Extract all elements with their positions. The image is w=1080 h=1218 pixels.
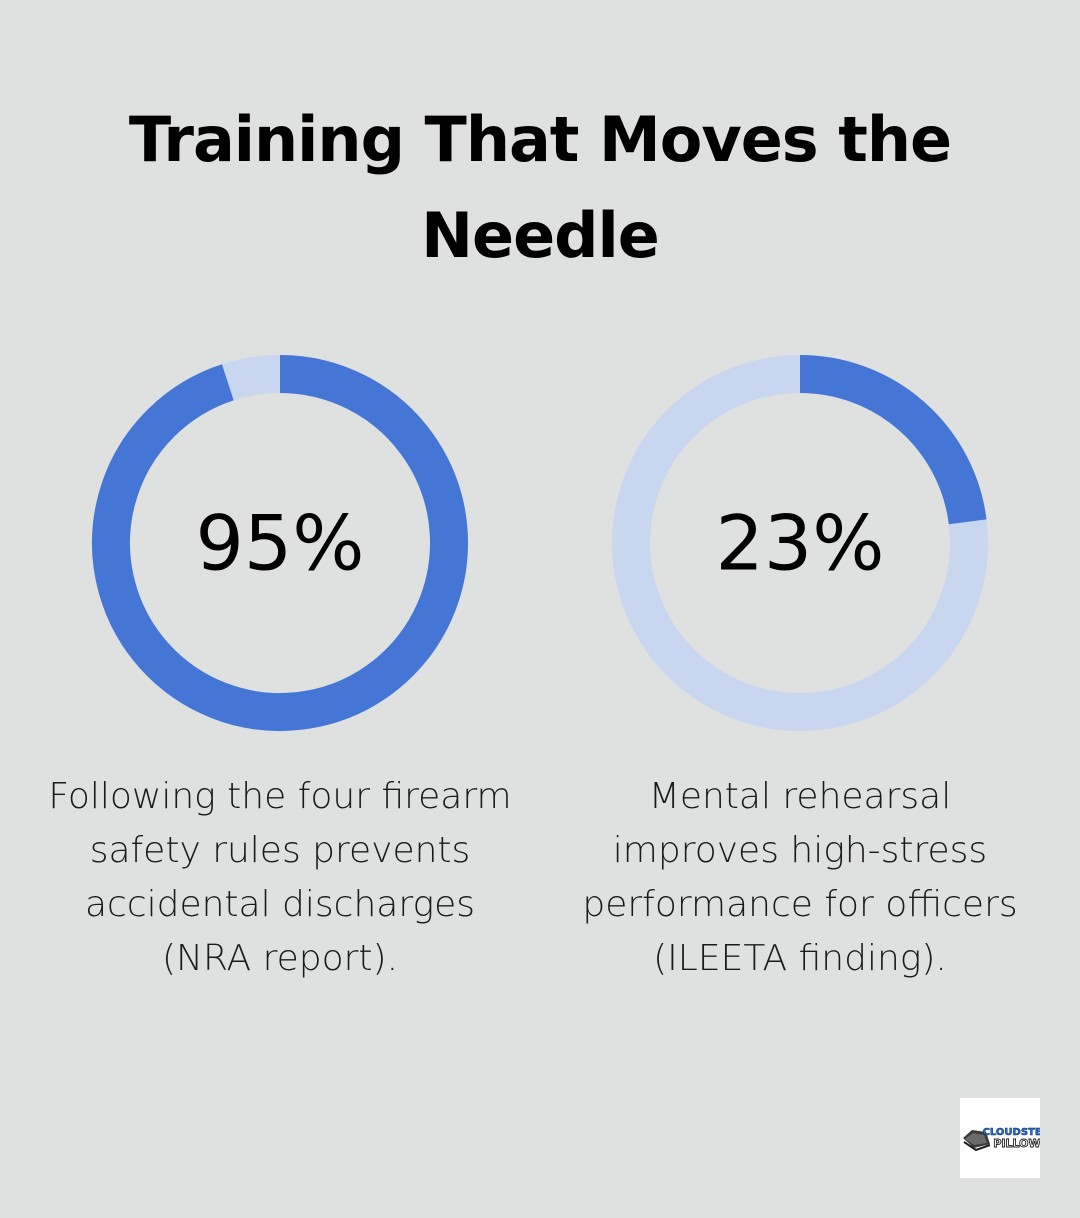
pillow-icon: [963, 1130, 991, 1152]
donut-2-caption: Mental rehearsal improves high-stress pe…: [582, 776, 1018, 979]
donut-1-value-label: 95%: [196, 499, 365, 588]
page-title: Training That Moves the Needle: [128, 103, 952, 272]
logo-text-line1: CLOUDSTER: [983, 1127, 1040, 1138]
donut-chart-1: 95%: [92, 355, 468, 731]
donut-1-caption: Following the four firearm safety rules …: [48, 776, 512, 979]
donut-2-value-label: 23%: [716, 499, 885, 588]
cloudster-pillow-logo: CLOUDSTER PILLOW: [960, 1098, 1040, 1178]
logo-text-line2: PILLOW: [993, 1137, 1040, 1150]
donut-chart-2: 23%: [612, 355, 988, 731]
donut-2-value-arc: [799, 355, 987, 525]
donut-charts: 95% 23%: [92, 355, 988, 731]
donut-1-value-arc: [92, 355, 468, 731]
